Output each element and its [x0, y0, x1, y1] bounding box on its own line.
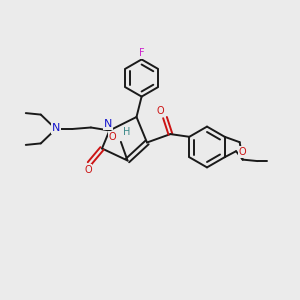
- Text: N: N: [104, 119, 112, 130]
- Text: F: F: [139, 48, 144, 58]
- Text: O: O: [239, 147, 247, 157]
- Text: H: H: [123, 127, 130, 137]
- Text: O: O: [157, 106, 164, 116]
- Text: O: O: [109, 131, 116, 142]
- Text: N: N: [52, 123, 60, 134]
- Text: O: O: [84, 165, 92, 175]
